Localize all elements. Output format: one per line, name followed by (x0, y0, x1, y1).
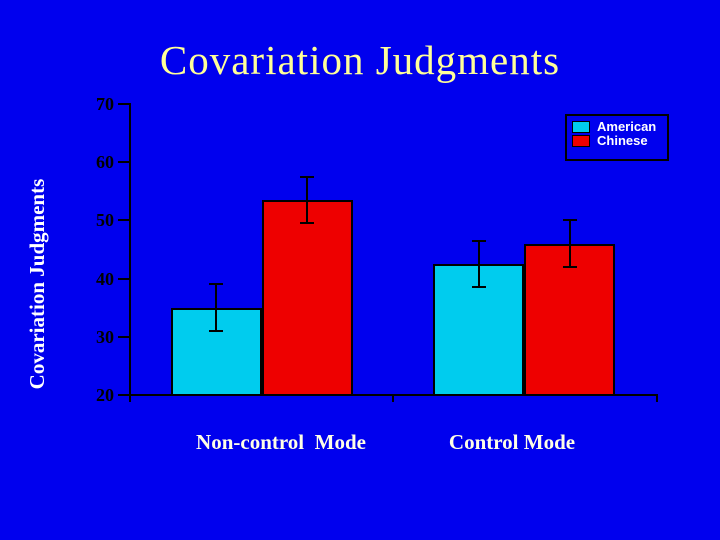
chinese-swatch (572, 135, 590, 147)
chinese-bar (524, 243, 615, 396)
y-tick-mark (118, 335, 130, 338)
error-bar-cap-top (209, 283, 223, 286)
error-bar-cap-top (471, 239, 486, 242)
slide-title: Covariation Judgments (159, 37, 561, 83)
y-tick-mark (118, 277, 130, 280)
error-bar-cap-bottom (471, 286, 486, 289)
error-bar-cap-top (562, 219, 577, 222)
y-tick-label: 70 (96, 94, 114, 114)
legend-label-american: American (597, 119, 657, 134)
y-tick-label: 50 (96, 210, 114, 231)
y-tick-mark (118, 103, 130, 105)
y-axis-line (129, 103, 131, 397)
y-tick-label: 30 (96, 326, 114, 347)
legend-item-american: American (572, 120, 667, 134)
y-tick-mark (118, 219, 130, 222)
error-bar-cap-bottom (562, 265, 577, 268)
y-tick-mark (118, 161, 130, 164)
error-bar-cap-top (300, 175, 314, 178)
x-tick-mark (656, 395, 658, 402)
x-tick-mark (392, 395, 394, 402)
error-bar-line (215, 284, 217, 331)
error-bar-line (568, 220, 571, 267)
y-tick-label: 60 (96, 152, 114, 173)
error-bar-line (477, 240, 480, 288)
y-tick-label: 20 (96, 385, 114, 405)
legend-label-chinese: Chinese (597, 133, 648, 148)
error-bar-cap-bottom (209, 329, 223, 332)
x-tick-mark (129, 395, 131, 402)
legend: American Chinese (565, 114, 669, 161)
chinese-bar (261, 200, 353, 396)
legend-item-chinese: Chinese (572, 134, 667, 148)
american-swatch (572, 121, 590, 133)
y-tick-label: 40 (96, 268, 114, 289)
x-category-label: Control Mode (448, 430, 576, 454)
error-bar-line (306, 176, 308, 224)
y-tick-mark (118, 394, 130, 396)
x-category-label: Non-control Mode (196, 430, 366, 454)
error-bar-cap-bottom (300, 222, 314, 225)
